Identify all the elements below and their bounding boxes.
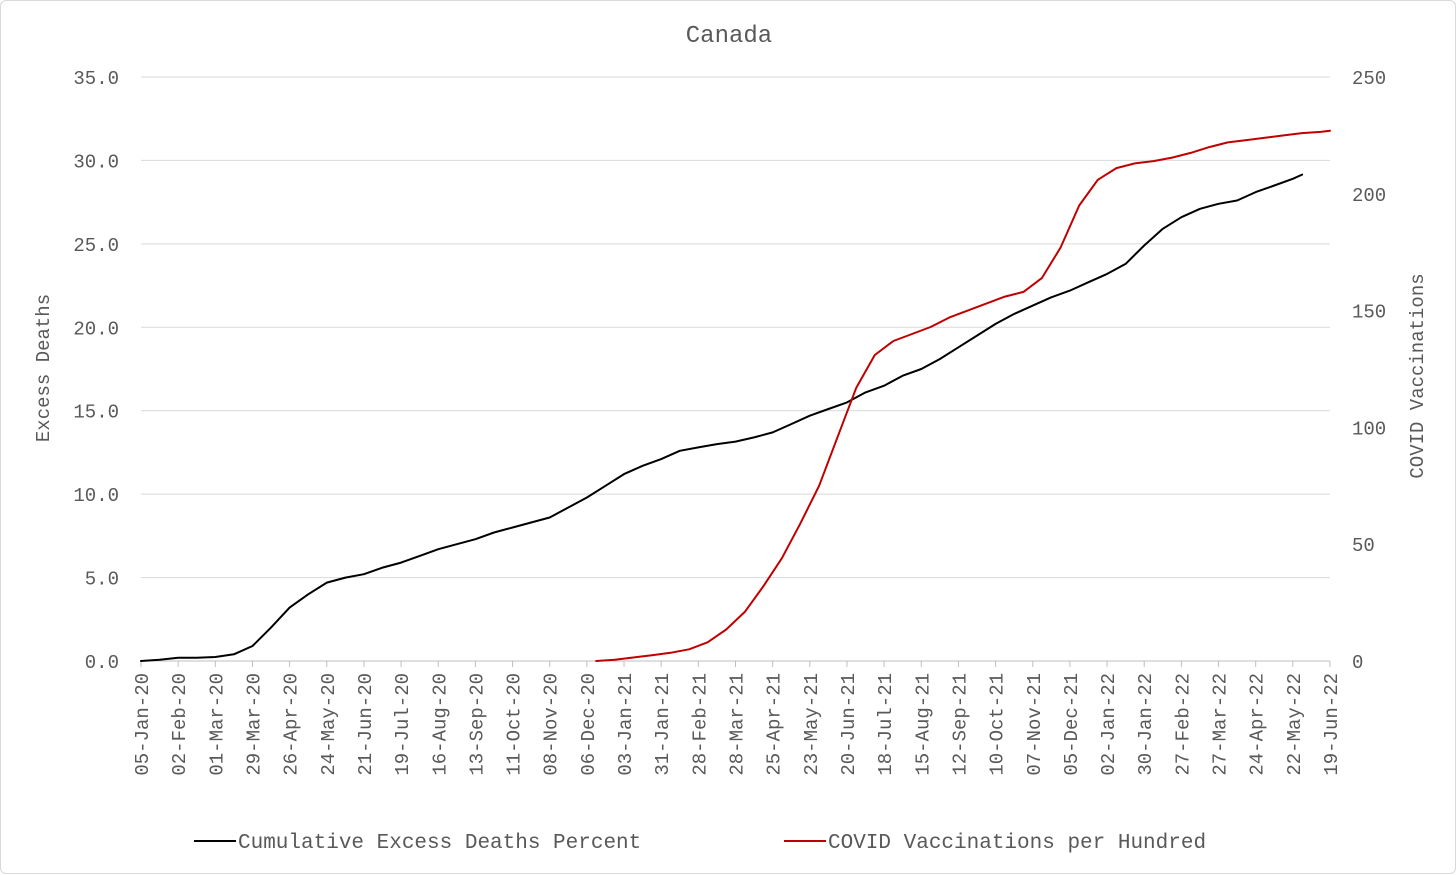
right-tick-label: 100: [1352, 418, 1386, 440]
left-tick-label: 10.0: [73, 485, 119, 507]
x-tick-label: 24-May-20: [318, 673, 340, 776]
x-tick-label: 02-Feb-20: [169, 673, 191, 776]
x-tick-label: 19-Jun-22: [1321, 673, 1343, 776]
left-tick-label: 30.0: [73, 151, 119, 173]
x-tick-label: 03-Jan-21: [615, 673, 637, 776]
x-tick-label: 10-Oct-21: [987, 673, 1009, 776]
right-tick-label: 200: [1352, 185, 1386, 207]
x-tick-label: 29-Mar-20: [243, 673, 265, 776]
x-tick-label: 05-Jan-20: [132, 673, 154, 776]
legend-entry: Cumulative Excess Deaths Percent: [238, 832, 641, 855]
right-tick-label: 150: [1352, 302, 1386, 324]
x-tick-label: 20-Jun-21: [838, 673, 860, 776]
left-y-axis: 0.0 5.0 10.0 15.0 20.0 25.0 30.0 35.0: [73, 68, 119, 674]
series-lines: [140, 129, 1331, 662]
x-tick-label: 25-Apr-21: [764, 673, 786, 776]
left-tick-label: 5.0: [85, 569, 119, 591]
right-tick-label: 50: [1352, 535, 1375, 557]
legend-entry: COVID Vaccinations per Hundred: [828, 832, 1206, 855]
x-tick-label: 30-Jan-22: [1135, 673, 1157, 776]
x-tick-label: 28-Feb-21: [689, 673, 711, 776]
series-line-1: [140, 173, 1304, 662]
x-tick-label: 22-May-22: [1284, 673, 1306, 776]
right-y-axis: 0 50 100 150 200 250: [1352, 68, 1386, 674]
x-tick-label: 19-Jul-20: [392, 673, 414, 776]
legend: Cumulative Excess Deaths Percent COVID Va…: [194, 832, 1206, 855]
left-tick-label: 15.0: [73, 402, 119, 424]
x-tick-label: 06-Dec-20: [578, 673, 600, 776]
x-tick-label: 28-Mar-21: [727, 673, 749, 776]
x-tick-label: 27-Mar-22: [1210, 673, 1232, 776]
left-tick-label: 25.0: [73, 235, 119, 257]
x-axis: 05-Jan-20 02-Feb-20 01-Mar-20 29-Mar-20 26-A…: [132, 660, 1343, 776]
x-tick-label: 16-Aug-20: [429, 673, 451, 776]
chart-title: Canada: [686, 23, 772, 50]
x-tick-label: 21-Jun-20: [355, 673, 377, 776]
series-line-2: [595, 129, 1331, 662]
x-tick-label: 02-Jan-22: [1098, 673, 1120, 776]
right-tick-label: 250: [1352, 68, 1386, 90]
x-tick-label: 15-Aug-21: [912, 673, 934, 776]
x-tick-label: 07-Nov-21: [1024, 673, 1046, 776]
x-tick-label: 27-Feb-22: [1172, 673, 1194, 776]
left-tick-label: 0.0: [85, 652, 119, 674]
right-axis-label: COVID Vaccinations: [1407, 273, 1429, 478]
left-axis-label: Excess Deaths: [33, 294, 55, 442]
right-tick-label: 0: [1352, 652, 1363, 674]
x-tick-label: 08-Nov-20: [541, 673, 563, 776]
x-tick-label: 11-Oct-20: [504, 673, 526, 776]
left-tick-label: 35.0: [73, 68, 119, 90]
gridlines: [141, 76, 1330, 579]
x-tick-label: 13-Sep-20: [466, 673, 488, 776]
x-tick-label: 18-Jul-21: [875, 673, 897, 776]
x-tick-label: 26-Apr-20: [281, 673, 303, 776]
x-tick-label: 31-Jan-21: [652, 673, 674, 776]
x-tick-label: 24-Apr-22: [1247, 673, 1269, 776]
x-tick-label: 12-Sep-21: [949, 673, 971, 776]
x-tick-label: 23-May-21: [801, 673, 823, 776]
x-tick-label: 01-Mar-20: [206, 673, 228, 776]
x-tick-label: 05-Dec-21: [1061, 673, 1083, 776]
left-tick-label: 20.0: [73, 318, 119, 340]
